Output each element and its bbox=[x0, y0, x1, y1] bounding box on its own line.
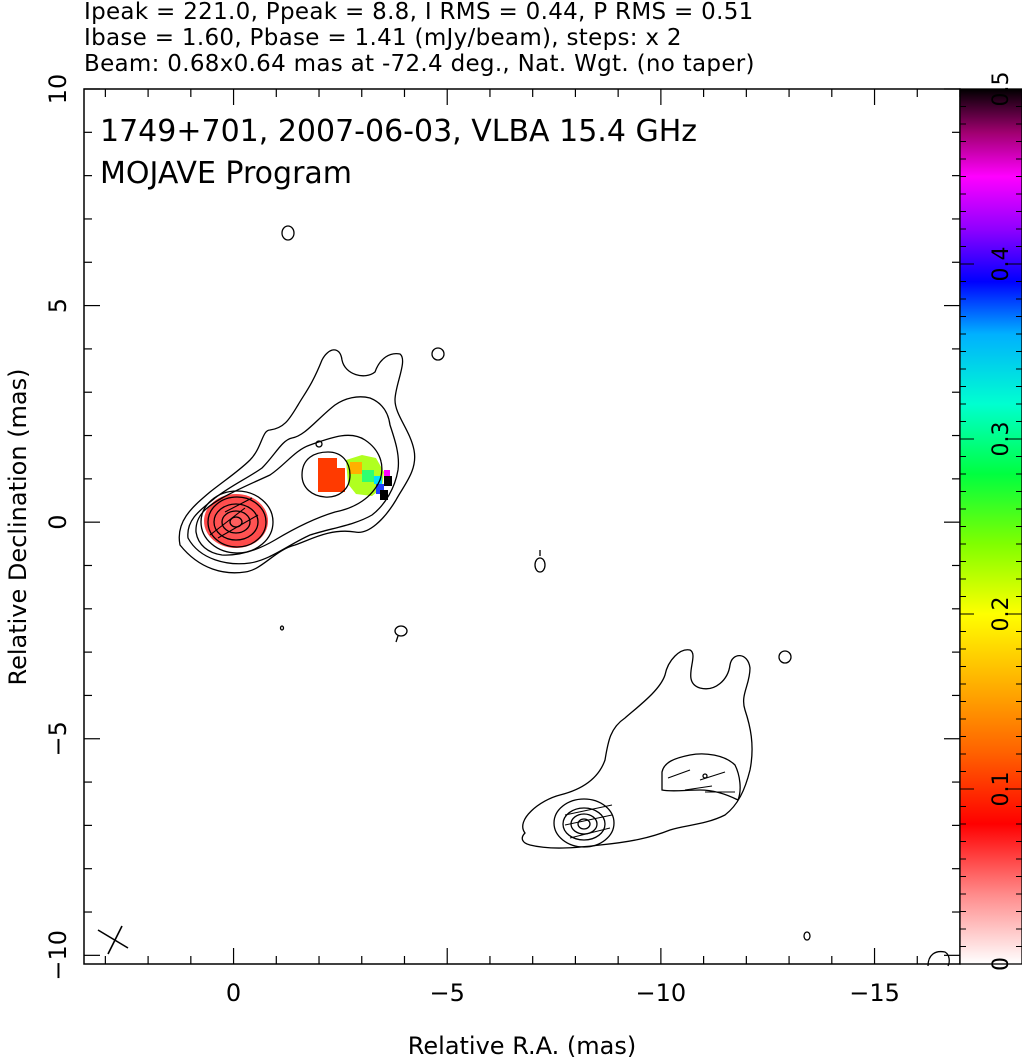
contour-8 bbox=[229, 516, 243, 528]
colorbar-tick-label: 0 bbox=[989, 957, 1014, 971]
y-axis-label: Relative Declination (mas) bbox=[4, 368, 32, 685]
outer-contour-2 bbox=[553, 798, 615, 848]
x-tick-label: −5 bbox=[430, 979, 465, 1007]
y-tick-label: −10 bbox=[44, 930, 72, 981]
beam-marker bbox=[97, 925, 129, 955]
colorbar-tick-label: 0.5 bbox=[989, 72, 1014, 107]
y-tick-label: 5 bbox=[44, 298, 72, 313]
colorbar-tick-label: 0.4 bbox=[989, 247, 1014, 282]
chart-title: 1749+701, 2007-06-03, VLBA 15.4 GHz bbox=[100, 114, 697, 149]
outer-contour-5 bbox=[577, 818, 591, 830]
contour-7 bbox=[221, 510, 251, 534]
x-tick-label: −10 bbox=[636, 979, 687, 1007]
header-line-1: Ipeak = 221.0, Ppeak = 8.8, I RMS = 0.44… bbox=[84, 0, 754, 25]
contour-1 bbox=[178, 349, 416, 574]
noise-contour-1 bbox=[281, 225, 295, 241]
y-tick-label: 0 bbox=[44, 515, 72, 530]
noise-contour-3 bbox=[534, 557, 546, 573]
contour-5 bbox=[207, 496, 267, 548]
contour-inner-jet bbox=[301, 451, 351, 498]
header-line-3: Beam: 0.68x0.64 mas at -72.4 deg., Nat. … bbox=[84, 51, 755, 77]
outer-contour-1 bbox=[521, 649, 753, 849]
polarization-vectors bbox=[209, 497, 735, 839]
header-line-2: Ibase = 1.60, Pbase = 1.41 (mJy/beam), s… bbox=[84, 25, 682, 51]
x-axis-label: Relative R.A. (mas) bbox=[408, 1032, 636, 1060]
edge-contour bbox=[927, 950, 950, 967]
x-tick-label: 0 bbox=[226, 979, 241, 1007]
noise-contour-4 bbox=[394, 625, 408, 637]
contour-2 bbox=[187, 396, 400, 565]
noise-contour-5 bbox=[778, 650, 792, 664]
intensity-contours bbox=[178, 225, 950, 967]
outer-contour-3 bbox=[562, 807, 606, 841]
polarization-map bbox=[204, 455, 392, 548]
contour-6 bbox=[213, 503, 259, 541]
colorbar-tick-label: 0.1 bbox=[989, 772, 1014, 807]
outer-contour-4 bbox=[570, 813, 598, 835]
y-tick-label: −5 bbox=[44, 721, 72, 756]
inner-jet-polarization-patch bbox=[318, 458, 345, 492]
x-tick-label: −15 bbox=[849, 979, 900, 1007]
colorbar-tick-label: 0.3 bbox=[989, 422, 1014, 457]
noise-contour-6 bbox=[803, 931, 811, 941]
contour-4 bbox=[200, 490, 274, 554]
colorbar-ticks: 0 0.1 0.2 0.3 0.4 0.5 bbox=[960, 72, 1022, 971]
chart-subtitle: MOJAVE Program bbox=[100, 156, 352, 191]
y-tick-label: 10 bbox=[44, 74, 72, 105]
outer-ridge-contour bbox=[661, 753, 741, 801]
colorbar bbox=[960, 89, 1022, 964]
y-axis-ticks: 10 5 0 −5 −10 bbox=[44, 74, 960, 981]
colorbar-tick-label: 0.2 bbox=[989, 597, 1014, 632]
x-axis-ticks: 0 −5 −10 −15 bbox=[104, 89, 961, 1007]
noise-contour-2 bbox=[431, 347, 445, 361]
